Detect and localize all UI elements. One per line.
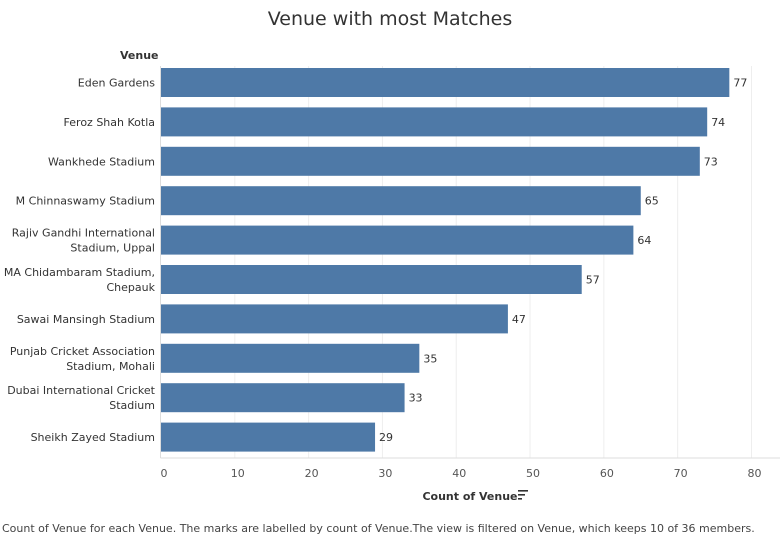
- category-label: MA Chidambaram Stadium,: [4, 266, 155, 279]
- category-label: Dubai International Cricket: [7, 384, 155, 397]
- bar-value-label: 33: [409, 392, 423, 405]
- bar[interactable]: [161, 422, 376, 452]
- bar[interactable]: [161, 107, 708, 137]
- category-label: Eden Gardens: [78, 77, 155, 90]
- bar[interactable]: [161, 186, 641, 216]
- x-tick-label: 50: [526, 467, 540, 480]
- bar[interactable]: [161, 304, 508, 334]
- x-tick-label: 20: [305, 467, 319, 480]
- bar-value-label: 29: [379, 431, 393, 444]
- x-tick-label: 30: [378, 467, 392, 480]
- bar[interactable]: [161, 68, 730, 97]
- bars: 77 74 73 65 64 57 47 35 33 29: [161, 68, 747, 452]
- bar-value-label: 35: [423, 352, 437, 365]
- x-axis-ticks: 0 10 20 30 40 50 60 70 80: [161, 467, 762, 480]
- category-label: Sawai Mansingh Stadium: [17, 313, 155, 326]
- bar[interactable]: [161, 343, 420, 373]
- bar-value-label: 47: [512, 313, 526, 326]
- category-label: Stadium, Mohali: [66, 360, 155, 373]
- category-label: Stadium, Uppal: [70, 242, 155, 255]
- bar[interactable]: [161, 225, 634, 255]
- category-label: Wankhede Stadium: [48, 155, 155, 168]
- bar-value-label: 74: [711, 116, 725, 129]
- y-axis-header: Venue: [120, 49, 159, 62]
- category-label: Punjab Cricket Association: [10, 345, 155, 358]
- category-label: Rajiv Gandhi International: [12, 227, 155, 240]
- category-label: M Chinnaswamy Stadium: [16, 195, 155, 208]
- bar[interactable]: [161, 146, 700, 176]
- bar-value-label: 77: [733, 77, 747, 90]
- sort-descending-icon[interactable]: [518, 490, 528, 500]
- chart-caption: Count of Venue for each Venue. The marks…: [2, 522, 755, 535]
- bar-value-label: 65: [645, 195, 659, 208]
- bar[interactable]: [161, 265, 582, 294]
- x-tick-label: 10: [231, 467, 245, 480]
- chart-title: Venue with most Matches: [267, 8, 513, 30]
- category-label: Sheikh Zayed Stadium: [31, 431, 155, 444]
- x-tick-label: 40: [452, 467, 466, 480]
- x-tick-label: 0: [161, 467, 168, 480]
- x-tick-label: 70: [674, 467, 688, 480]
- bar-value-label: 73: [704, 155, 718, 168]
- bar[interactable]: [161, 383, 405, 413]
- category-labels: Eden Gardens Feroz Shah Kotla Wankhede Sta…: [4, 77, 156, 445]
- bar-chart: 77 74 73 65 64 57 47 35 33 29 Eden Gardens Feroz S…: [4, 49, 780, 503]
- bar-value-label: 64: [637, 234, 651, 247]
- category-label: Chepauk: [107, 281, 156, 294]
- x-axis-title[interactable]: Count of Venue: [422, 490, 517, 503]
- x-tick-label: 80: [747, 467, 761, 480]
- x-tick-label: 60: [600, 467, 614, 480]
- category-label: Stadium: [109, 399, 155, 412]
- category-label: Feroz Shah Kotla: [64, 116, 155, 129]
- bar-value-label: 57: [586, 274, 600, 287]
